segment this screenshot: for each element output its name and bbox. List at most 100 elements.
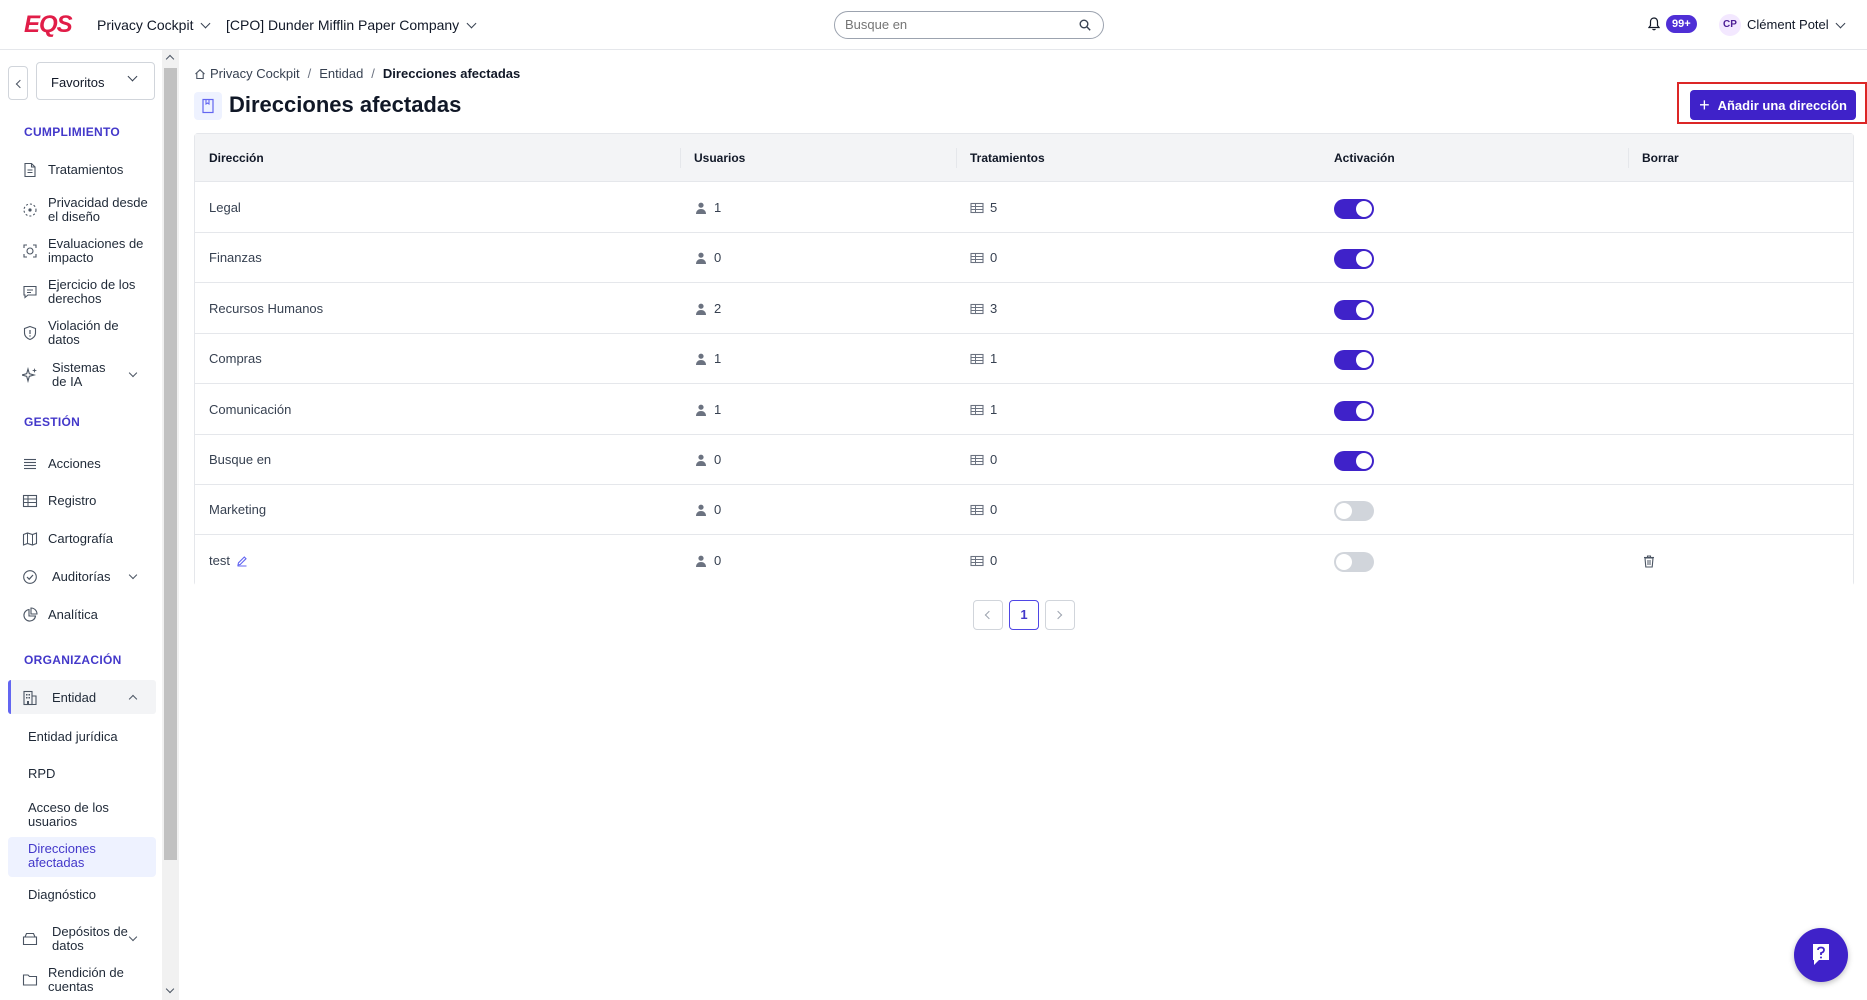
- column-header-activacion[interactable]: Activación: [1334, 151, 1395, 165]
- sidebar-item-label: Tratamientos: [48, 162, 124, 177]
- direction-name: test: [209, 552, 230, 568]
- top-bar: EQS Privacy Cockpit [CPO] Dunder Mifflin…: [0, 0, 1867, 50]
- activation-toggle[interactable]: [1334, 249, 1374, 270]
- sparkles-icon: [19, 366, 38, 384]
- activation-toggle[interactable]: [1334, 199, 1374, 219]
- search-box[interactable]: [834, 11, 1104, 39]
- check-circle-icon: [22, 569, 38, 585]
- activation-toggle[interactable]: [1334, 501, 1374, 522]
- sidebar-item-depositos[interactable]: Depósitos de datos: [22, 925, 150, 953]
- sidebar-item-sistemas-ia[interactable]: Sistemas de IA: [19, 361, 150, 389]
- sidebar-item-entidad[interactable]: Entidad: [22, 690, 150, 706]
- sidebar-item-rendicion[interactable]: Rendición de cuentas: [22, 966, 150, 994]
- pie-chart-icon: [22, 607, 38, 623]
- search-icon[interactable]: [1079, 19, 1091, 31]
- direction-name-cell: Legal: [209, 200, 241, 216]
- column-header-tratamientos[interactable]: Tratamientos: [970, 151, 1045, 165]
- sidebar-subitem-entidad-juridica[interactable]: Entidad jurídica: [28, 729, 118, 744]
- treatments-count: 0: [990, 552, 998, 568]
- sidebar-subitem-active-bg: [8, 837, 156, 877]
- sidebar-scrollbar[interactable]: [162, 50, 179, 1000]
- eqs-logo[interactable]: EQS: [24, 11, 73, 38]
- breadcrumb-link-entidad[interactable]: Entidad: [319, 66, 364, 81]
- column-divider: [680, 148, 681, 168]
- direction-name-cell: test: [209, 553, 248, 569]
- scrollbar-thumb[interactable]: [164, 68, 177, 860]
- column-header-borrar: Borrar: [1642, 151, 1679, 165]
- scroll-up-icon[interactable]: [165, 54, 175, 64]
- direction-name: Comunicación: [209, 401, 292, 417]
- app-selector[interactable]: Privacy Cockpit: [97, 16, 211, 34]
- pagination-next-button[interactable]: [1045, 600, 1075, 630]
- delete-trash-icon[interactable]: [1642, 554, 1656, 568]
- avatar[interactable]: CP: [1719, 14, 1741, 36]
- breadcrumb: Privacy Cockpit / Entidad / Direcciones …: [194, 66, 520, 82]
- sidebar-item-acciones[interactable]: Acciones: [22, 456, 150, 472]
- users-cell: 0: [694, 250, 721, 266]
- direction-name-cell: Compras: [209, 351, 262, 367]
- breadcrumb-link-privacy-cockpit[interactable]: Privacy Cockpit: [210, 66, 300, 81]
- pagination-prev-button[interactable]: [973, 600, 1003, 630]
- pagination-page-1[interactable]: 1: [1009, 600, 1039, 630]
- direction-name: Marketing: [209, 502, 267, 518]
- document-icon: [22, 162, 38, 178]
- user-icon: [694, 251, 708, 265]
- sidebar-item-auditorias[interactable]: Auditorías: [22, 569, 150, 585]
- user-menu[interactable]: Clément Potel: [1747, 16, 1846, 34]
- column-header-direccion[interactable]: Dirección: [209, 151, 264, 165]
- sidebar-subitem-direcciones[interactable]: Direcciones afectadas: [28, 841, 96, 870]
- user-icon: [694, 352, 708, 366]
- toggle-knob: [1356, 453, 1372, 469]
- activation-toggle[interactable]: [1334, 400, 1374, 421]
- table-icon: [22, 493, 38, 509]
- activation-toggle[interactable]: [1334, 299, 1374, 320]
- sidebar-item-cartografia[interactable]: Cartografía: [22, 531, 150, 547]
- user-icon: [694, 503, 708, 517]
- company-selector[interactable]: [CPO] Dunder Mifflin Paper Company: [226, 16, 477, 34]
- activation-toggle[interactable]: [1334, 350, 1374, 371]
- sidebar-item-privacidad[interactable]: Privacidad desde el diseño: [22, 196, 150, 224]
- table-row: Marketing 0 0: [195, 485, 1853, 536]
- treatments-count: 3: [990, 300, 998, 316]
- sidebar-item-analitica[interactable]: Analítica: [22, 607, 150, 623]
- bell-icon[interactable]: [1648, 17, 1660, 31]
- sidebar-item-registro[interactable]: Registro: [22, 493, 150, 509]
- favorites-dropdown[interactable]: Favoritos: [36, 62, 155, 100]
- direction-name: Legal: [209, 200, 241, 215]
- scroll-down-icon[interactable]: [165, 984, 175, 994]
- direction-name-cell: Finanzas: [209, 250, 262, 266]
- table-row: Legal 1 5: [195, 183, 1853, 233]
- impact-assessment-icon: [22, 243, 38, 259]
- toggle-knob: [1336, 503, 1352, 520]
- add-direction-button[interactable]: + Añadir una dirección: [1690, 90, 1856, 120]
- activation-toggle[interactable]: [1334, 551, 1374, 572]
- user-name: Clément Potel: [1747, 17, 1829, 32]
- collapse-sidebar-button[interactable]: [8, 66, 28, 100]
- table-icon: [970, 554, 984, 568]
- sidebar-item-ejercicio[interactable]: Ejercicio de los derechos: [22, 278, 150, 306]
- sidebar-item-evaluaciones[interactable]: Evaluaciones de impacto: [22, 237, 150, 265]
- home-icon: [195, 69, 205, 80]
- sidebar-item-violacion[interactable]: Violación de datos: [22, 319, 150, 347]
- sidebar-subitem-rpd[interactable]: RPD: [28, 766, 56, 781]
- user-icon: [694, 403, 708, 417]
- search-input[interactable]: [845, 17, 1065, 32]
- sidebar-item-tratamientos[interactable]: Tratamientos: [22, 162, 150, 178]
- user-icon: [694, 201, 708, 215]
- treatments-cell: 1: [970, 351, 997, 367]
- sidebar-item-label: Analítica: [48, 607, 98, 622]
- chevron-down-icon: [128, 932, 138, 942]
- help-chat-button[interactable]: [1794, 928, 1848, 982]
- shield-alert-icon: [22, 325, 38, 341]
- column-header-usuarios[interactable]: Usuarios: [694, 151, 746, 165]
- edit-pencil-icon[interactable]: [236, 555, 248, 567]
- sidebar-subitem-diagnostico[interactable]: Diagnóstico: [28, 887, 96, 902]
- activation-toggle[interactable]: [1334, 451, 1374, 471]
- toggle-knob: [1356, 301, 1372, 318]
- sidebar-subitem-acceso-usuarios[interactable]: Acceso de los usuarios: [28, 800, 109, 829]
- notifications-badge[interactable]: 99+: [1666, 15, 1697, 33]
- app-selector-label: Privacy Cockpit: [97, 17, 194, 33]
- map-icon: [22, 531, 38, 547]
- treatments-count: 1: [990, 351, 998, 367]
- folder-icon: [22, 972, 38, 988]
